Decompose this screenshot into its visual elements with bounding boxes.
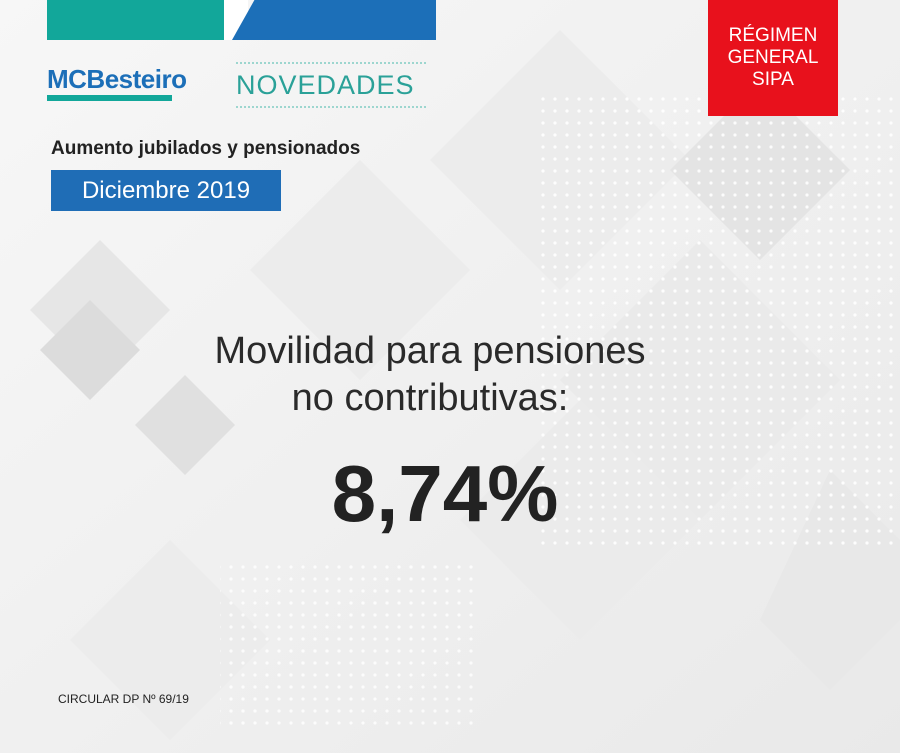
header-stripe-teal [47,0,247,40]
subtitle: Aumento jubilados y pensionados [51,138,361,159]
circular-reference: CIRCULAR DP Nº 69/19 [58,692,189,706]
section-label-text: NOVEDADES [236,70,415,100]
header-stripe-blue [232,0,436,40]
headline: Movilidad para pensiones no contributiva… [150,328,710,422]
badge-line-2: GENERAL [727,47,819,68]
regimen-badge: RÉGIMEN GENERAL SIPA [708,0,838,116]
logo-underline [47,95,172,101]
section-label: NOVEDADES [236,62,426,108]
badge-line-3: SIPA [752,69,794,90]
period-text: Diciembre 2019 [81,176,251,204]
percent-value: 8,74% [331,449,559,538]
headline-line-1: Movilidad para pensiones [214,330,646,372]
badge-line-1: RÉGIMEN [728,25,818,46]
logo-text: MCBesteiro [47,64,187,94]
headline-line-2: no contributivas: [291,377,569,419]
period-badge: Diciembre 2019 [51,170,281,211]
